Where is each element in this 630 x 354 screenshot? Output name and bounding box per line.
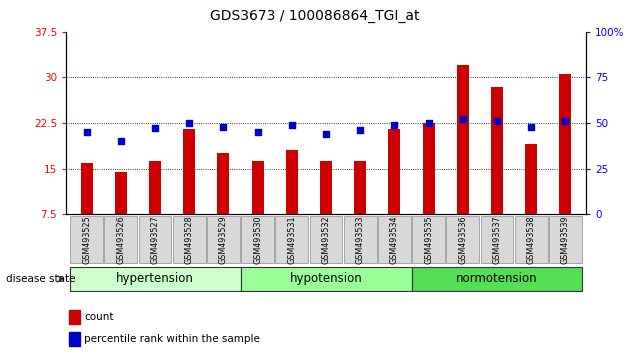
- Text: normotension: normotension: [456, 272, 538, 285]
- FancyBboxPatch shape: [549, 216, 581, 263]
- FancyBboxPatch shape: [207, 216, 240, 263]
- FancyBboxPatch shape: [173, 216, 205, 263]
- Point: [458, 116, 468, 122]
- Bar: [251, 161, 263, 214]
- Text: hypertension: hypertension: [116, 272, 194, 285]
- Point: [526, 124, 536, 130]
- Text: disease state: disease state: [6, 274, 76, 284]
- Bar: [423, 123, 435, 214]
- Point: [253, 129, 263, 135]
- FancyBboxPatch shape: [481, 216, 513, 263]
- Point: [82, 129, 92, 135]
- Text: GSM493533: GSM493533: [356, 216, 365, 264]
- Bar: [217, 153, 229, 214]
- Text: GSM493539: GSM493539: [561, 216, 570, 264]
- Text: GSM493530: GSM493530: [253, 216, 262, 264]
- Bar: [457, 65, 469, 214]
- Point: [150, 126, 160, 131]
- Bar: [81, 162, 93, 214]
- Bar: [491, 86, 503, 214]
- FancyBboxPatch shape: [241, 216, 274, 263]
- Text: GSM493525: GSM493525: [82, 216, 91, 264]
- Text: GSM493531: GSM493531: [287, 216, 296, 264]
- FancyBboxPatch shape: [139, 216, 171, 263]
- Bar: [320, 161, 332, 214]
- FancyBboxPatch shape: [275, 216, 308, 263]
- Bar: [183, 129, 195, 214]
- FancyBboxPatch shape: [344, 216, 377, 263]
- Bar: [354, 161, 366, 214]
- Text: GSM493536: GSM493536: [458, 216, 467, 264]
- Point: [116, 138, 126, 144]
- Point: [423, 120, 433, 126]
- Text: GSM493535: GSM493535: [424, 216, 433, 264]
- FancyBboxPatch shape: [412, 216, 445, 263]
- FancyBboxPatch shape: [411, 267, 583, 291]
- FancyBboxPatch shape: [105, 216, 137, 263]
- FancyBboxPatch shape: [241, 267, 411, 291]
- Bar: [69, 310, 80, 324]
- Point: [321, 131, 331, 137]
- Text: count: count: [84, 312, 114, 322]
- Bar: [389, 129, 401, 214]
- Point: [184, 120, 194, 126]
- Text: hypotension: hypotension: [290, 272, 362, 285]
- Text: GDS3673 / 100086864_TGI_at: GDS3673 / 100086864_TGI_at: [210, 9, 420, 23]
- Bar: [525, 144, 537, 214]
- Text: GSM493526: GSM493526: [117, 216, 125, 264]
- FancyBboxPatch shape: [447, 216, 479, 263]
- Text: GSM493527: GSM493527: [151, 216, 159, 264]
- Bar: [286, 150, 298, 214]
- Bar: [115, 172, 127, 214]
- FancyBboxPatch shape: [309, 216, 343, 263]
- FancyBboxPatch shape: [69, 267, 241, 291]
- Text: GSM493528: GSM493528: [185, 216, 194, 264]
- Text: GSM493538: GSM493538: [527, 216, 536, 264]
- Point: [219, 124, 229, 130]
- Bar: [559, 74, 571, 214]
- Text: percentile rank within the sample: percentile rank within the sample: [84, 334, 260, 344]
- FancyBboxPatch shape: [515, 216, 547, 263]
- Text: GSM493534: GSM493534: [390, 216, 399, 264]
- Point: [560, 118, 570, 124]
- Point: [389, 122, 399, 128]
- Point: [287, 122, 297, 128]
- Bar: [69, 332, 80, 346]
- Text: GSM493532: GSM493532: [321, 216, 331, 264]
- Bar: [149, 161, 161, 214]
- Point: [355, 127, 365, 133]
- Point: [492, 118, 502, 124]
- FancyBboxPatch shape: [378, 216, 411, 263]
- FancyBboxPatch shape: [71, 216, 103, 263]
- Text: GSM493529: GSM493529: [219, 216, 228, 264]
- Text: GSM493537: GSM493537: [493, 216, 501, 264]
